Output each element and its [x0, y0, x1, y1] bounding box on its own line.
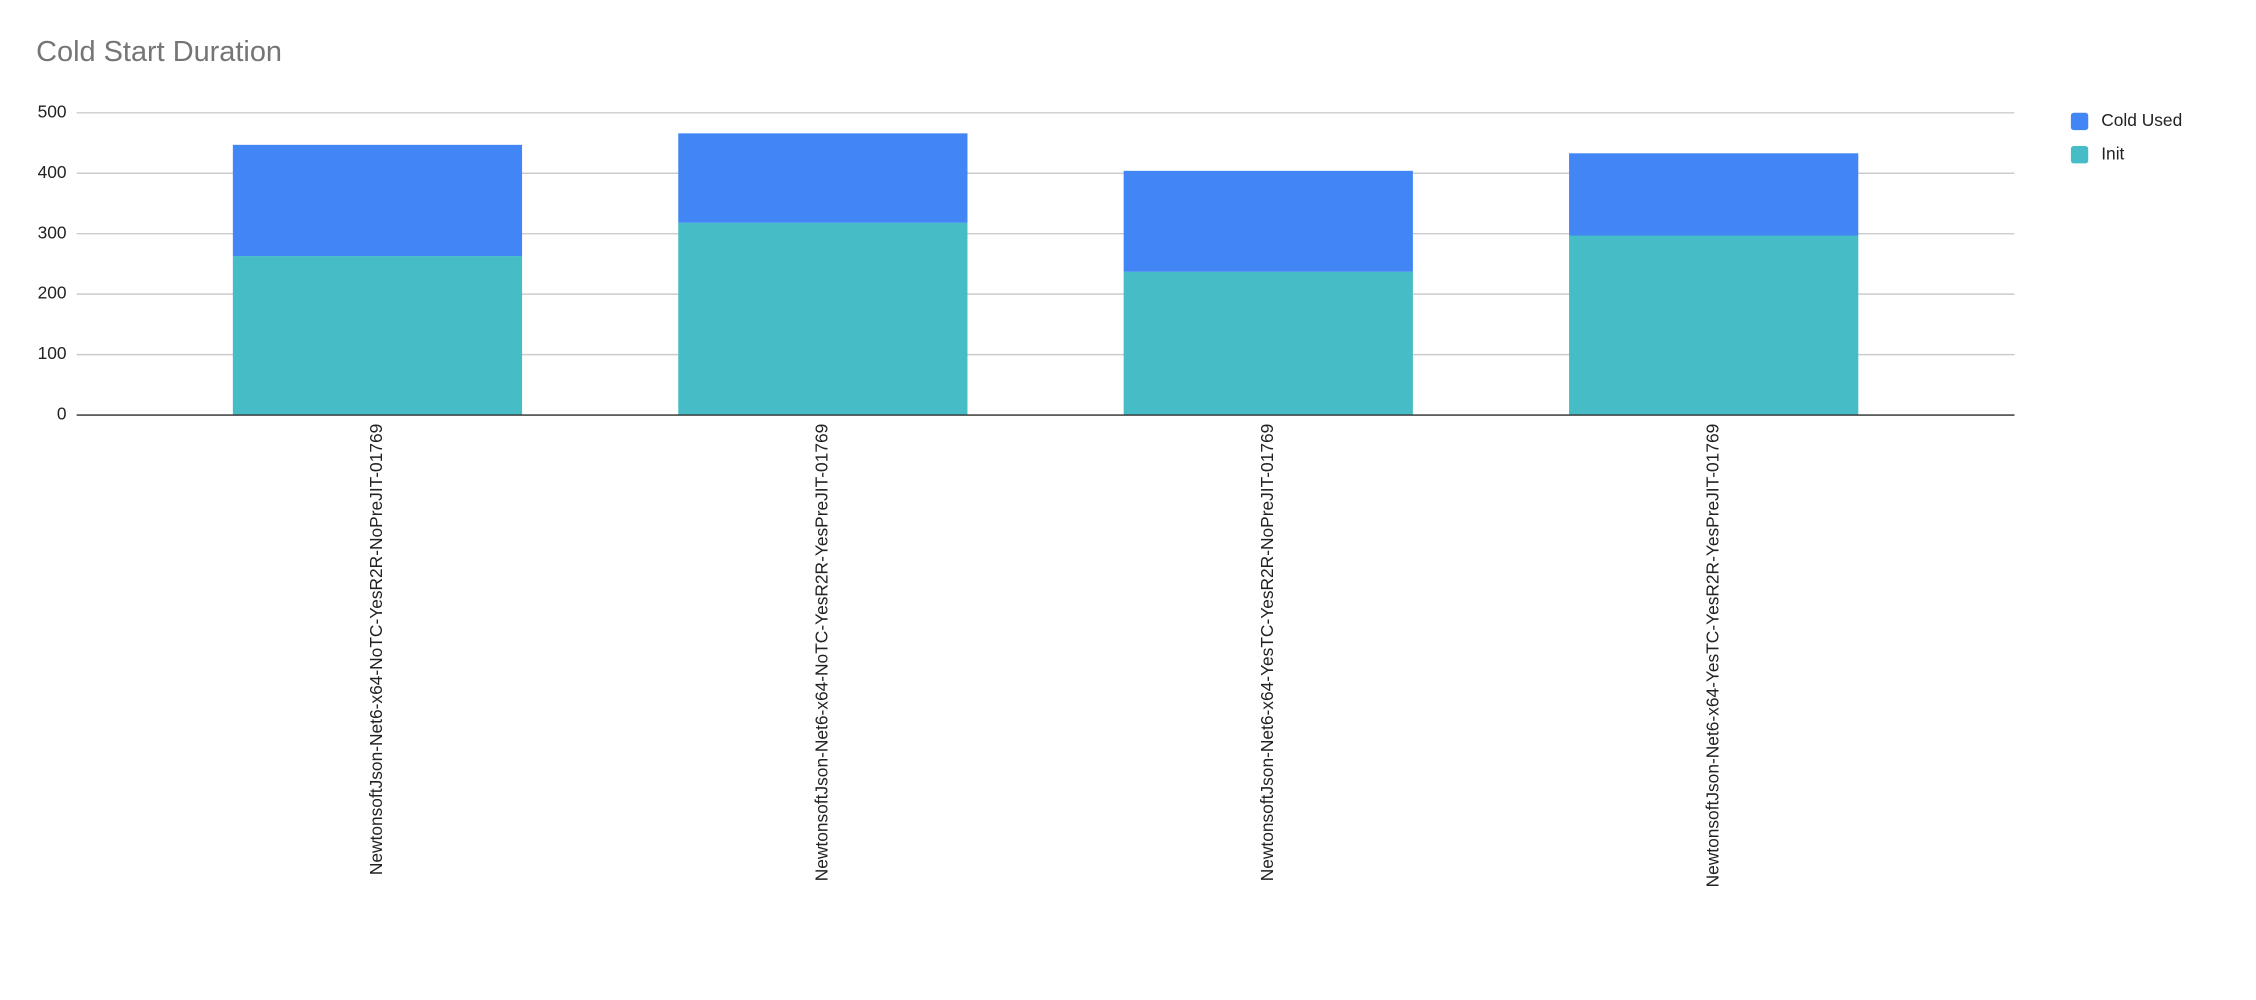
legend-swatch — [2070, 146, 2089, 164]
x-tick-label: NewtonsoftJson-Net6-x64-NoTC-YesR2R-NoPr… — [366, 424, 386, 875]
x-tick-label: NewtonsoftJson-Net6-x64-YesTC-YesR2R-NoP… — [1257, 424, 1277, 882]
bar-segment — [678, 222, 968, 416]
y-tick-label: 200 — [38, 283, 67, 303]
legend-swatch — [2070, 112, 2089, 131]
y-tick-label: 400 — [38, 162, 67, 182]
legend-label: Init — [2101, 143, 2124, 163]
legend-label: Cold Used — [2101, 110, 2182, 130]
y-tick-label: 0 — [57, 404, 67, 424]
bar-segment — [1569, 153, 1859, 236]
bar-segment — [1123, 271, 1413, 416]
bar-segment — [232, 144, 523, 257]
bar-segment — [678, 133, 968, 223]
chart-title: Cold Start Duration — [36, 36, 282, 68]
bar-segment — [1569, 235, 1859, 416]
y-tick-label: 100 — [38, 343, 67, 363]
x-tick-label: NewtonsoftJson-Net6-x64-NoTC-YesR2R-YesP… — [811, 424, 831, 882]
bar-segment — [1123, 170, 1413, 272]
y-tick-label: 500 — [38, 101, 67, 121]
x-tick-label: NewtonsoftJson-Net6-x64-YesTC-YesR2R-Yes… — [1702, 424, 1722, 888]
bar-segment — [232, 256, 523, 416]
y-tick-label: 300 — [38, 222, 67, 242]
